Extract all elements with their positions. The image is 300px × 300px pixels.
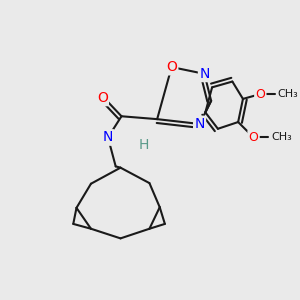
Text: N: N xyxy=(199,67,210,81)
Text: CH₃: CH₃ xyxy=(278,89,298,99)
Text: CH₃: CH₃ xyxy=(271,133,292,142)
Text: O: O xyxy=(166,60,177,74)
Text: N: N xyxy=(194,117,205,131)
Text: N: N xyxy=(103,130,113,145)
Text: O: O xyxy=(249,131,259,144)
Text: O: O xyxy=(255,88,265,100)
Text: O: O xyxy=(97,91,108,105)
Text: H: H xyxy=(139,138,149,152)
